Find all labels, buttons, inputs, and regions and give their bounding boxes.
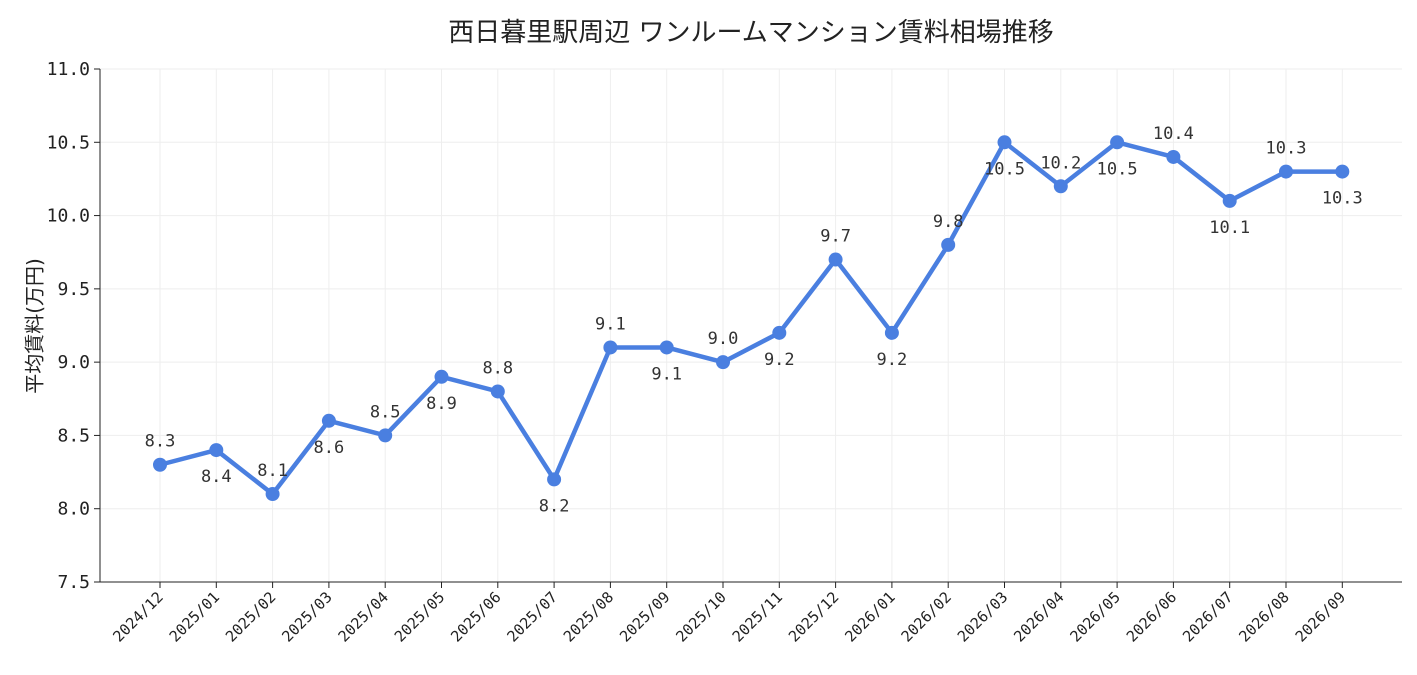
data-point	[716, 355, 730, 370]
x-tick-label: 2025/03	[278, 588, 335, 645]
x-tick-label: 2026/06	[1123, 588, 1180, 645]
x-tick-label: 2026/08	[1235, 588, 1292, 645]
data-label: 8.2	[539, 496, 570, 516]
y-tick-label: 7.5	[57, 572, 90, 593]
data-point	[321, 413, 336, 428]
data-label: 9.2	[764, 350, 795, 370]
data-point	[434, 369, 449, 384]
x-tick-label: 2025/10	[672, 588, 729, 645]
series-line	[157, 140, 1345, 497]
x-tick-label: 2025/05	[391, 588, 448, 645]
data-point	[1279, 164, 1293, 179]
data-point	[659, 340, 674, 355]
data-point	[1335, 164, 1350, 179]
x-tick-label: 2025/01	[166, 588, 223, 645]
data-point	[603, 340, 618, 355]
data-label: 10.3	[1266, 139, 1307, 159]
data-point	[1222, 193, 1237, 208]
x-tick-label: 2026/04	[1010, 588, 1067, 645]
x-tick-label: 2025/07	[503, 588, 560, 645]
data-label: 9.0	[708, 329, 739, 349]
data-point	[153, 457, 167, 472]
y-tick-label: 9.5	[57, 279, 90, 300]
data-label: 8.3	[145, 432, 176, 452]
data-label: 9.8	[933, 212, 964, 232]
data-label: 10.2	[1040, 153, 1081, 173]
x-tick-label: 2026/01	[841, 588, 898, 645]
data-point	[209, 443, 224, 458]
x-tick-label: 2025/08	[560, 588, 617, 645]
x-tick-label: 2025/04	[335, 588, 392, 645]
x-tick-label: 2026/05	[1066, 588, 1123, 645]
y-tick-label: 8.0	[57, 499, 90, 520]
data-point	[884, 325, 899, 340]
data-point	[772, 325, 787, 340]
x-tick-label: 2025/11	[729, 588, 786, 645]
data-point	[1110, 135, 1125, 150]
data-point	[1166, 149, 1181, 164]
data-label: 9.1	[651, 364, 682, 384]
y-tick-label: 10.0	[47, 206, 90, 227]
data-point	[1053, 179, 1068, 194]
x-tick-label: 2026/09	[1292, 588, 1349, 645]
y-tick-label: 11.0	[47, 59, 90, 80]
data-label: 10.4	[1153, 124, 1194, 144]
data-label: 8.8	[482, 358, 513, 378]
x-tick-label: 2025/02	[222, 588, 279, 645]
chart-title: 西日暮里駅周辺 ワンルームマンション賃料相場推移	[448, 18, 1054, 48]
data-point	[941, 237, 956, 252]
x-tick-label: 2024/12	[109, 588, 166, 645]
data-label: 8.9	[426, 394, 457, 414]
data-label: 10.5	[1097, 159, 1138, 179]
data-label: 9.2	[877, 350, 908, 370]
y-tick-label: 8.5	[57, 425, 90, 446]
x-tick-label: 2025/12	[785, 588, 842, 645]
data-label: 10.3	[1322, 189, 1363, 209]
y-tick-label: 10.5	[47, 132, 90, 153]
data-label: 10.5	[984, 159, 1025, 179]
data-label: 8.6	[314, 438, 345, 458]
data-point	[490, 384, 505, 399]
x-tick-label: 2026/02	[898, 588, 955, 645]
data-label: 8.4	[201, 467, 232, 487]
data-point	[828, 252, 843, 267]
data-label: 8.1	[257, 461, 288, 481]
data-point	[547, 472, 562, 487]
x-tick-label: 2026/07	[1179, 588, 1236, 645]
data-point	[997, 135, 1012, 150]
x-tick-label: 2025/06	[447, 588, 504, 645]
x-tick-label: 2026/03	[954, 588, 1011, 645]
data-point	[265, 487, 280, 502]
data-label: 9.1	[595, 314, 626, 334]
x-tick-label: 2025/09	[616, 588, 673, 645]
data-label: 10.1	[1209, 218, 1250, 238]
data-label: 9.7	[820, 227, 851, 247]
data-point	[378, 428, 393, 443]
y-tick-label: 9.0	[57, 352, 90, 373]
data-label: 8.5	[370, 402, 401, 422]
